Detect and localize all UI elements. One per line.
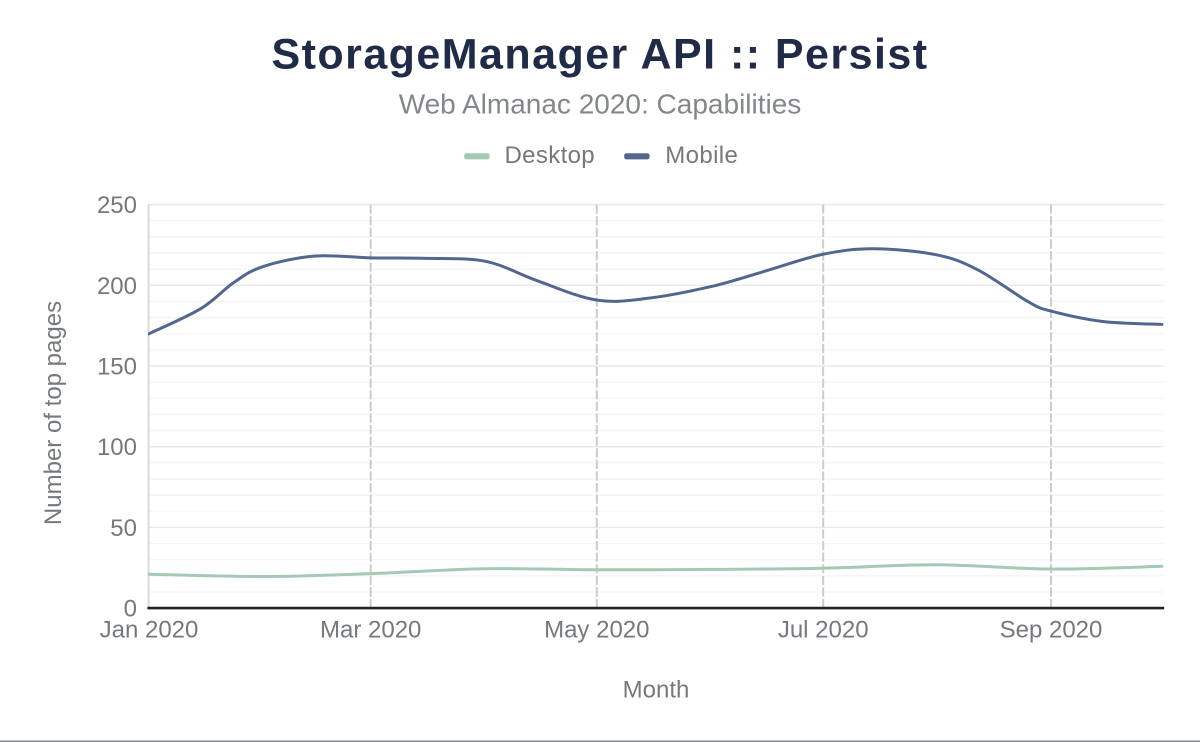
svg-text:Month: Month (623, 677, 690, 704)
svg-text:250: 250 (97, 192, 137, 219)
svg-text:0: 0 (124, 596, 137, 623)
svg-text:150: 150 (97, 354, 137, 381)
svg-text:Number of top pages: Number of top pages (40, 301, 67, 525)
svg-text:Mar 2020: Mar 2020 (320, 617, 421, 644)
svg-text:200: 200 (97, 273, 137, 300)
svg-text:Sep 2020: Sep 2020 (1000, 617, 1103, 644)
svg-text:Web Almanac 2020: Capabilities: Web Almanac 2020: Capabilities (399, 89, 802, 120)
svg-text:Mobile: Mobile (665, 142, 738, 169)
svg-text:Jul 2020: Jul 2020 (778, 617, 869, 644)
svg-text:Desktop: Desktop (505, 142, 596, 169)
svg-text:StorageManager API :: Persist: StorageManager API :: Persist (272, 31, 929, 79)
svg-text:Jan 2020: Jan 2020 (100, 617, 199, 644)
svg-text:100: 100 (97, 434, 137, 461)
svg-text:May 2020: May 2020 (544, 617, 649, 644)
svg-text:50: 50 (110, 515, 137, 542)
